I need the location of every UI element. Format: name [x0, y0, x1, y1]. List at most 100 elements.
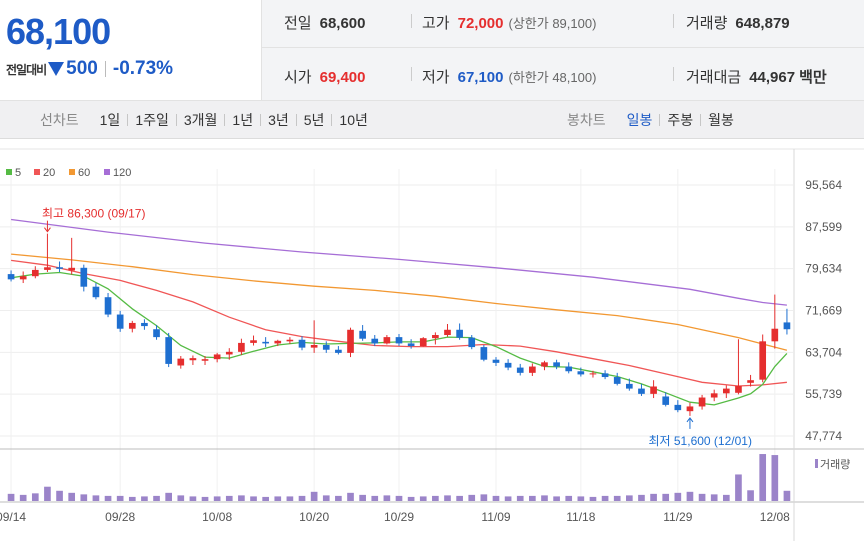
stat-trade-amount: 거래대금 44,967 백만	[686, 66, 827, 87]
candle-body	[286, 339, 294, 342]
stat-prev-close: 전일 68,600	[284, 12, 366, 33]
y-tick-label: 55,739	[805, 387, 842, 401]
legend-swatch	[104, 169, 110, 175]
chart-legend: 5 20 60 120	[6, 167, 131, 179]
volume-bar	[638, 494, 645, 501]
candle-body	[759, 341, 767, 380]
stat-sub: (하한가 48,100)	[508, 70, 597, 85]
candle-body	[250, 340, 257, 343]
candle-body	[529, 366, 536, 373]
volume-bar	[7, 493, 15, 501]
volume-bar	[274, 496, 282, 501]
stat-separator	[673, 67, 674, 81]
candle-body	[165, 337, 172, 364]
stat-separator	[411, 67, 412, 81]
candle-period-1[interactable]: 주봉	[667, 112, 694, 128]
candle-body	[747, 380, 754, 383]
change-percent: -0.73%	[112, 58, 174, 79]
candles	[7, 233, 791, 416]
volume-bar	[613, 495, 621, 501]
candle-body	[407, 343, 415, 347]
candle-body	[31, 269, 39, 277]
change-row: 전일대비 500 -0.73%	[6, 58, 173, 80]
candle-body	[335, 349, 342, 353]
stat-value: 69,400	[319, 69, 366, 86]
candle-body	[201, 359, 209, 361]
candle-body	[56, 267, 63, 269]
line-period-3[interactable]: 1년	[232, 112, 254, 128]
legend-label: 60	[78, 167, 90, 179]
volume-bar	[444, 495, 451, 501]
stat-value: 67,100	[457, 69, 504, 86]
candle-body	[516, 367, 524, 373]
candle-period-2[interactable]: 월봉	[708, 112, 734, 128]
candlestick-chart: 5 20 60 120 최고 86,300 (09/17) 최저 51,600 (12/…	[0, 148, 864, 541]
candle-body	[322, 345, 330, 350]
candle-body	[44, 267, 51, 270]
volume-bar	[565, 495, 573, 501]
line-period-5[interactable]: 5년	[303, 112, 325, 128]
line-period-2[interactable]: 3개월	[183, 112, 218, 128]
volume-bar	[371, 495, 379, 501]
chart-grid	[0, 148, 864, 541]
volume-bar	[189, 496, 197, 501]
candle-body	[262, 341, 269, 344]
stat-value: 68,600	[319, 15, 366, 32]
candle-body	[92, 286, 100, 298]
stat-open: 시가 69,400	[284, 66, 366, 87]
candle-body	[589, 373, 597, 375]
legend-label: 120	[113, 167, 131, 179]
volume-bar	[238, 495, 245, 501]
line-period-1[interactable]: 1주일	[135, 112, 169, 128]
candle-body	[613, 377, 621, 384]
candle-body	[698, 397, 706, 407]
volume-bar	[747, 490, 754, 501]
volume-bar	[19, 494, 27, 501]
volume-bar	[650, 493, 657, 501]
volume-bar	[68, 492, 76, 501]
low-arrow-head	[686, 417, 694, 423]
candle-body	[710, 393, 718, 398]
price-summary: 68,100 전일대비 500 -0.73%	[0, 0, 262, 101]
candle-body	[213, 354, 221, 360]
price-stats: 전일 68,600 고가 72,000 (상한가 89,100) 거래량 648…	[262, 0, 864, 101]
line-chart-periods: 선차트 1일 1주일 3개월 1년 3년 5년 10년	[40, 101, 375, 139]
change-value: 500	[66, 58, 98, 79]
legend-swatch	[69, 169, 75, 175]
volume-bar	[201, 496, 209, 501]
line-period-6[interactable]: 10년	[339, 112, 368, 128]
stat-label: 고가	[422, 15, 450, 32]
candle-period-0[interactable]: 일봉	[626, 112, 653, 128]
candle-chart-periods: 봉차트 일봉 주봉 월봉	[567, 101, 741, 139]
stat-separator	[673, 14, 674, 28]
volume-bar	[432, 495, 439, 501]
toolbar-separator	[700, 114, 702, 126]
candle-body	[444, 329, 451, 336]
ma60-line	[11, 253, 788, 351]
candle-body	[347, 329, 354, 353]
volume-bar	[383, 495, 391, 501]
volume-bar	[80, 494, 88, 501]
line-period-0[interactable]: 1일	[99, 112, 121, 128]
line-chart-title: 선차트	[40, 112, 79, 128]
x-tick-label: 09/28	[105, 510, 135, 524]
legend-swatch	[34, 169, 40, 175]
x-axis: 09/14 09/28 10/08 10/20 10/29 11/09 11/18 11/29…	[0, 510, 790, 524]
stats-divider	[262, 47, 864, 48]
volume-bar	[674, 492, 682, 501]
candle-body	[771, 328, 779, 342]
down-triangle-icon	[48, 62, 65, 76]
toolbar-separator	[331, 114, 333, 126]
volume-bar	[250, 496, 257, 501]
volume-bar	[759, 454, 767, 501]
candle-body	[19, 276, 27, 280]
chart-toolbar: 선차트 1일 1주일 3개월 1년 3년 5년 10년 봉차트 일봉 주봉 월봉	[0, 101, 864, 139]
stat-sub: (상한가 89,100)	[508, 16, 597, 31]
candle-body	[456, 329, 463, 338]
volume-bar	[783, 490, 791, 501]
volume-bar	[771, 455, 779, 501]
candle-body	[80, 267, 88, 287]
volume-bar	[722, 494, 730, 501]
line-period-4[interactable]: 3년	[268, 112, 289, 128]
x-tick-label: 12/08	[760, 510, 790, 524]
